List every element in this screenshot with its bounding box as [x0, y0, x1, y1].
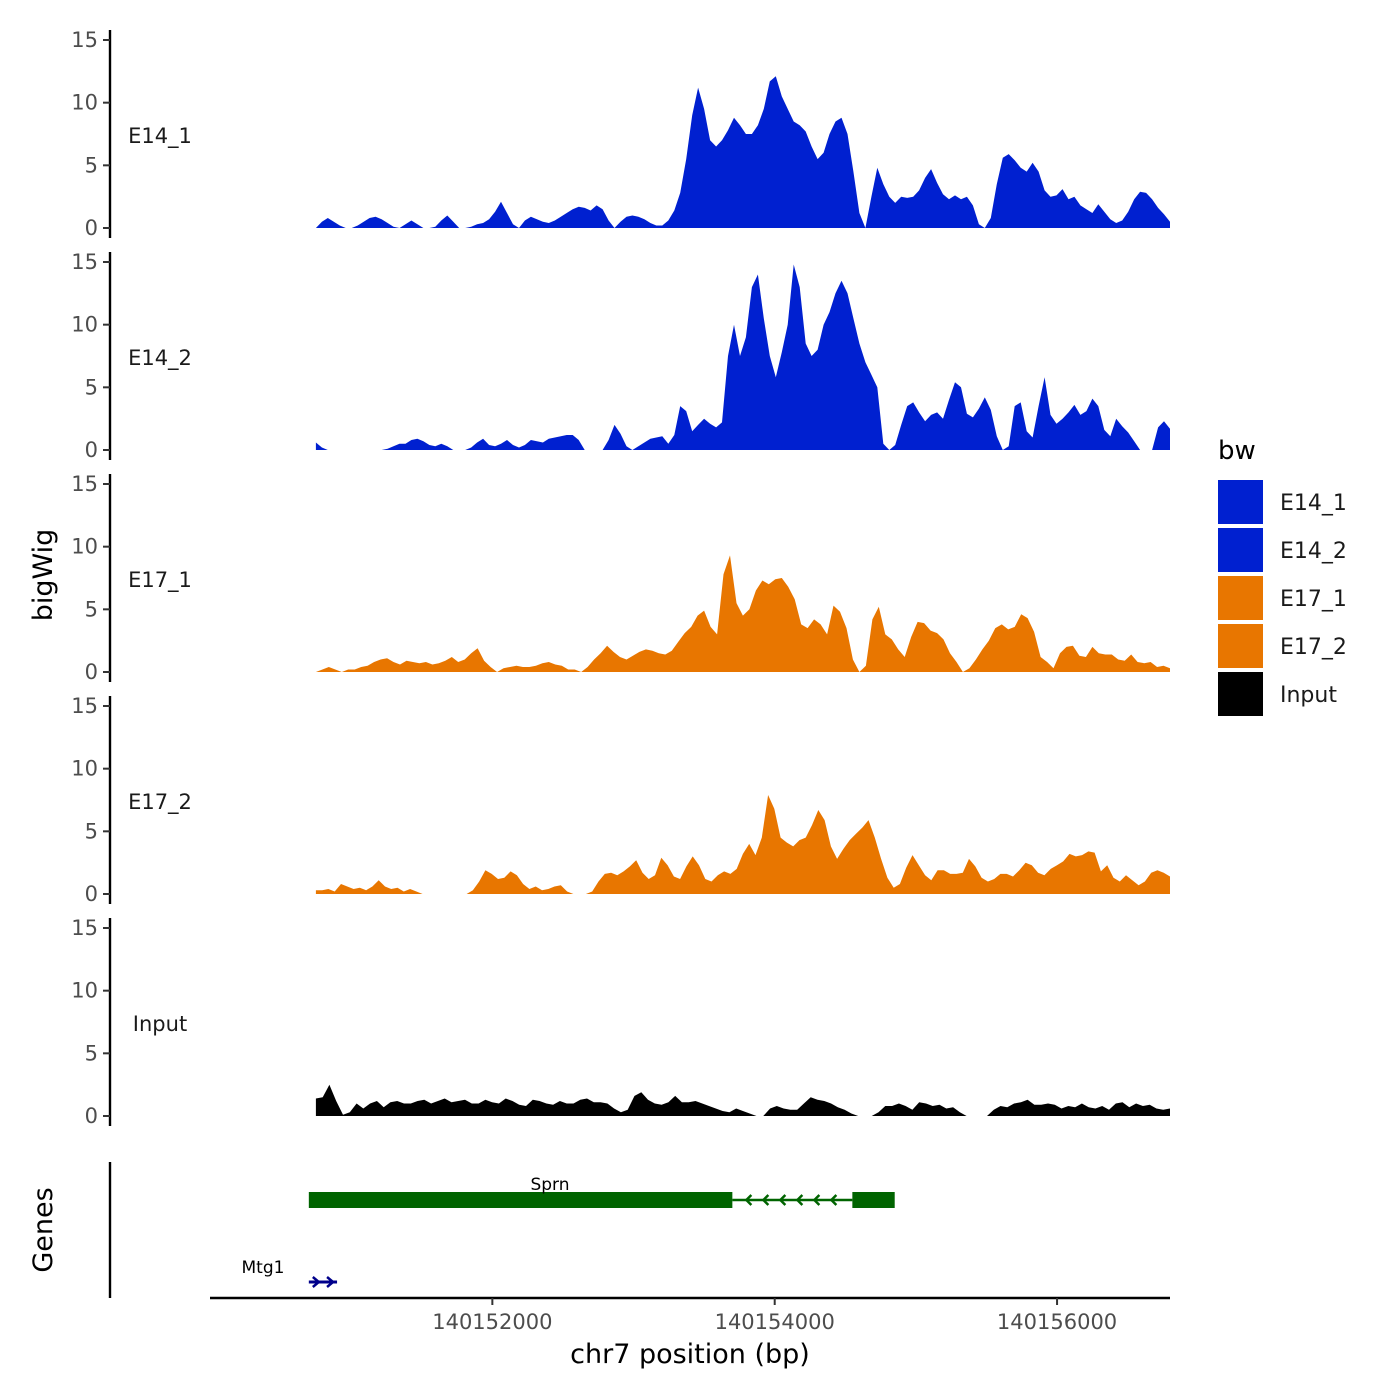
track-label-Input: Input: [133, 1012, 187, 1036]
y-tick-label: 5: [85, 597, 98, 621]
gene-Sprn: Sprn: [308, 1175, 895, 1208]
y-tick-label: 10: [71, 979, 98, 1003]
gene-label: Mtg1: [242, 1258, 285, 1278]
x-axis-title: chr7 position (bp): [570, 1339, 810, 1370]
strand-arrow-icon: [795, 1194, 804, 1206]
signal-area-E14_2: [315, 264, 1170, 450]
legend-item-E17_2: E17_2: [1218, 624, 1347, 668]
legend-item-Input: Input: [1218, 672, 1337, 716]
legend-label: Input: [1280, 683, 1337, 708]
strand-arrow-icon: [829, 1194, 838, 1206]
legend-swatch: [1218, 480, 1263, 524]
y-tick-label: 5: [85, 153, 98, 177]
strand-arrow-icon: [778, 1194, 787, 1206]
genes-panel: Genes Sprn Mtg1: [28, 1162, 895, 1298]
y-tick-label: 0: [85, 438, 98, 462]
track-label-E14_1: E14_1: [128, 124, 192, 149]
signal-area-E17_2: [315, 795, 1170, 894]
gene-models: Sprn Mtg1: [242, 1175, 895, 1288]
signal-tracks: 0 5 10 15 E14_1 0 5 10 15 E14_2 0 5 10 15 E17_1 0 5 10 15 E…: [71, 28, 1170, 1128]
legend-swatch: [1218, 672, 1263, 716]
gene-label: Sprn: [530, 1175, 569, 1195]
strand-arrow-icon: [744, 1194, 753, 1206]
legend-swatch: [1218, 624, 1263, 668]
legend-swatch: [1218, 528, 1263, 572]
x-axis: 140152000 140154000 140156000 chr7 positio…: [210, 1296, 1170, 1370]
strand-arrow-icon: [761, 1194, 770, 1206]
legend-item-E14_1: E14_1: [1218, 480, 1347, 524]
legend-label: E17_1: [1280, 587, 1347, 612]
x-tick-label: 140154000: [715, 1310, 835, 1334]
strand-arrow-icon: [326, 1276, 336, 1288]
legend-label: E17_2: [1280, 635, 1347, 660]
gene-exon-block: [852, 1192, 895, 1208]
track-Input: 0 5 10 15 Input: [71, 916, 1170, 1128]
signal-area-Input: [315, 1084, 1170, 1116]
y-tick-label: 5: [85, 819, 98, 843]
legend-swatch: [1218, 576, 1263, 620]
gene-exon-block: [308, 1192, 733, 1208]
y-tick-label: 15: [71, 694, 98, 718]
signal-area-E17_1: [315, 555, 1170, 672]
x-tick-label: 140152000: [432, 1310, 552, 1334]
legend-label: E14_2: [1280, 539, 1347, 564]
y-tick-label: 10: [71, 91, 98, 115]
gene-Mtg1: Mtg1: [242, 1258, 338, 1288]
y-tick-label: 0: [85, 1104, 98, 1128]
y-tick-label: 10: [71, 757, 98, 781]
y-tick-label: 0: [85, 660, 98, 684]
signal-area-E14_1: [315, 76, 1170, 228]
legend-items: E14_1 E14_2 E17_1 E17_2 Input: [1218, 480, 1347, 716]
track-label-E17_2: E17_2: [128, 790, 192, 815]
legend-item-E14_2: E14_2: [1218, 528, 1347, 572]
y-axis-title: bigWig: [28, 529, 59, 622]
legend: bw E14_1 E14_2 E17_1 E17_2 Input: [1218, 436, 1347, 716]
y-tick-label: 0: [85, 882, 98, 906]
genes-axis-title: Genes: [28, 1187, 59, 1272]
y-tick-label: 15: [71, 28, 98, 52]
track-E14_1: 0 5 10 15 E14_1: [71, 28, 1170, 240]
x-ticks: 140152000 140154000 140156000: [432, 1298, 1117, 1334]
legend-item-E17_1: E17_1: [1218, 576, 1347, 620]
track-label-E17_1: E17_1: [128, 568, 192, 593]
track-label-E14_2: E14_2: [128, 346, 192, 371]
x-tick-label: 140156000: [997, 1310, 1117, 1334]
y-tick-label: 0: [85, 216, 98, 240]
legend-title: bw: [1218, 436, 1256, 466]
y-tick-label: 15: [71, 250, 98, 274]
y-tick-label: 10: [71, 313, 98, 337]
y-tick-label: 5: [85, 1041, 98, 1065]
legend-label: E14_1: [1280, 491, 1347, 516]
track-E17_2: 0 5 10 15 E17_2: [71, 694, 1170, 906]
track-E17_1: 0 5 10 15 E17_1: [71, 472, 1170, 684]
y-tick-label: 10: [71, 535, 98, 559]
strand-arrow-icon: [812, 1194, 821, 1206]
y-tick-label: 15: [71, 472, 98, 496]
track-E14_2: 0 5 10 15 E14_2: [71, 250, 1170, 462]
y-tick-label: 5: [85, 375, 98, 399]
strand-arrow-icon: [312, 1276, 321, 1288]
y-tick-label: 15: [71, 916, 98, 940]
